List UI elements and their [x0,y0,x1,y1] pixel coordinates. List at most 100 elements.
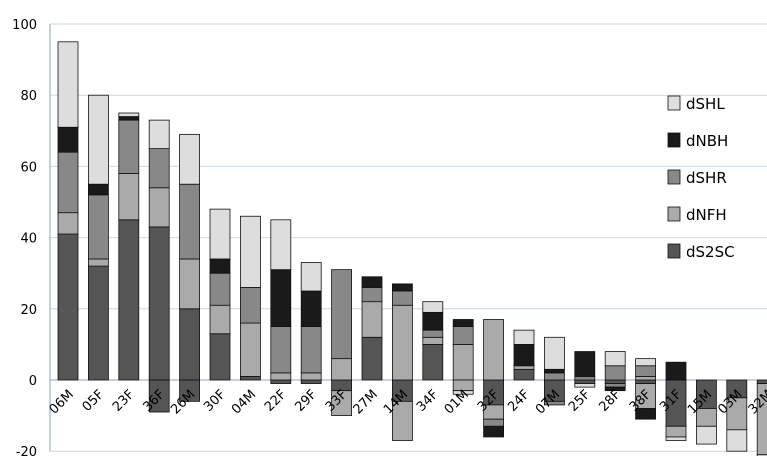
x-tick-label: 05F [80,387,108,415]
bar-segment-dshr [422,329,444,338]
y-tick-label: 60 [20,160,37,175]
bar-segment-dshl [179,133,201,185]
y-tick-label: 100 [12,18,37,33]
bar-segment-dshr [239,287,261,324]
bar-segment-dshr [361,287,383,303]
bar-segment-dnbh [574,351,596,377]
bar-segment-dnbh [483,425,505,438]
bar-segment-dshr [179,183,201,260]
legend-swatch [667,95,681,111]
bar-segment-dshl [696,425,717,445]
x-tick-label: 25F [566,387,594,415]
bar-segment-dnbh [209,258,231,274]
legend-swatch [667,169,681,185]
bar-segment-dnfh [179,258,201,310]
bar-segment-dshl [544,336,565,370]
y-tick-label: -20 [16,445,37,456]
bar-segment-dshr [635,365,656,377]
x-tick-label: 34F [414,387,442,415]
bar-segment-dshr [544,400,565,406]
x-tick-label: 30F [201,387,229,415]
x-tick-label: 27M [351,387,381,417]
bar-segment-dshr [544,372,565,381]
bar-segment-dnbh [513,343,535,367]
bar-segment-dnfh [118,173,140,221]
bar-segment-dshl [452,390,474,395]
bar-segment-ds2sc [148,226,170,381]
bar-segment-dnfh [452,343,474,381]
bar-segment-ds2sc [179,379,201,402]
x-tick-label: 24F [505,387,533,415]
bar-segment-dshr [88,194,109,260]
bar-segment-dshl [148,119,170,150]
x-tick-label: 06M [47,387,77,417]
bar-segment-dshr [604,383,626,388]
x-tick-label: 23F [110,387,138,415]
bar-segment-dnfh [361,301,383,338]
bar-segment-dnfh [148,187,170,228]
bar-segment-dshr [209,272,231,306]
bar-segment-dshl [726,429,748,452]
bar-segment-dnbh [300,290,322,327]
bar-segment-ds2sc [604,379,626,384]
bar-segment-dnbh [422,311,444,331]
y-axis: -20 0 20 40 60 80 100 [12,18,51,456]
bar-segment-dnfh [57,212,79,235]
bar-segment-dshr [574,376,596,381]
bar-segment-dshl [635,358,656,367]
legend-label: dS2SC [686,243,735,261]
legend-swatch [667,206,681,222]
bar-segment-dnfh [422,336,444,345]
x-tick-label: 29F [292,387,320,415]
bar-segment-dshl [57,41,79,128]
legend-swatch [667,243,681,259]
bar-segment-dshl [88,94,109,185]
bar-segment-dshr [270,326,292,374]
bar-segment-dnfh [239,322,261,377]
bar-segment-dnfh [270,372,292,381]
bar-segment-dshl [513,329,535,345]
bar-segment-dshl [422,301,444,313]
bar-segment-dshr [148,148,170,189]
bar-segment-dshl [604,351,626,367]
bar-segment-dshl [118,112,140,117]
bar-segment-dnfh [331,358,353,381]
bar-segment-dnfh [391,400,413,441]
bar-segment-dnbh [665,361,687,381]
bar-segment-dnbh [604,386,626,392]
bar-segment-dnbh [452,319,474,328]
bar-segment-ds2sc [513,368,535,381]
bar-segment-ds2sc [239,376,261,381]
legend: dSHL dNBH dSHR dNFH dS2SC [667,95,735,261]
legend-label: dNFH [686,206,727,224]
bar-segment-dnbh [270,269,292,328]
bar-segment-dshl [270,219,292,271]
bar-segment-dshr [391,290,413,306]
bar-segment-dnbh [635,408,656,420]
bar-segment-dnbh [118,116,140,121]
bar-segment-ds2sc [756,379,767,384]
bar-segment-dshl [756,454,767,456]
y-tick-label: 80 [20,89,37,104]
bar-segment-dshr [483,418,505,427]
bar-segment-ds2sc [57,233,79,381]
bar-segment-dnfh [331,390,353,416]
bar-segment-ds2sc [635,379,656,384]
bar-segment-dnbh [391,283,413,292]
legend-label: dSHL [686,95,725,113]
bar-segment-ds2sc [300,379,322,384]
bar-segment-ds2sc [270,379,292,384]
bar-segment-ds2sc [209,333,231,381]
bar-segment-dnbh [88,183,109,196]
bar-segment-dshr [452,326,474,345]
bar-segment-ds2sc [88,265,109,381]
bar-segment-dshl [300,262,322,292]
bar-segment-ds2sc [574,379,596,384]
x-tick-label: 28F [596,387,624,415]
bar-segment-ds2sc [179,308,201,381]
y-tick-label: 0 [29,374,37,389]
legend-swatch [667,132,681,148]
x-tick-label: 22F [262,387,290,415]
bar-segment-dnfh [483,319,505,381]
